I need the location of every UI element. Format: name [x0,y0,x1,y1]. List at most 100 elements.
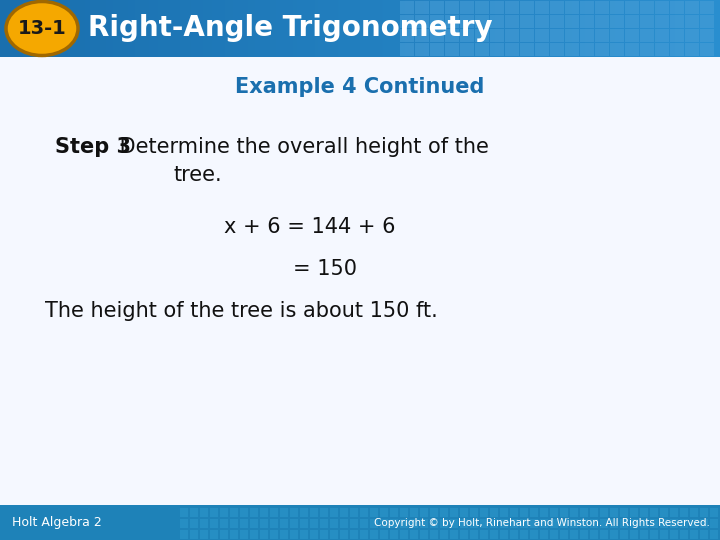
Text: Example 4 Continued: Example 4 Continued [235,77,485,97]
FancyBboxPatch shape [415,1,429,14]
FancyBboxPatch shape [640,530,648,539]
FancyBboxPatch shape [610,519,618,528]
FancyBboxPatch shape [430,15,444,28]
FancyBboxPatch shape [500,530,508,539]
FancyBboxPatch shape [370,530,378,539]
FancyBboxPatch shape [690,530,698,539]
Ellipse shape [6,2,78,56]
FancyBboxPatch shape [595,1,609,14]
FancyBboxPatch shape [200,530,208,539]
FancyBboxPatch shape [655,15,669,28]
FancyBboxPatch shape [520,15,534,28]
FancyBboxPatch shape [430,519,438,528]
FancyBboxPatch shape [415,43,429,56]
FancyBboxPatch shape [340,508,348,517]
FancyBboxPatch shape [390,519,398,528]
FancyBboxPatch shape [380,508,388,517]
FancyBboxPatch shape [650,519,658,528]
FancyBboxPatch shape [200,508,208,517]
FancyBboxPatch shape [430,29,444,42]
FancyBboxPatch shape [700,508,708,517]
FancyBboxPatch shape [510,508,518,517]
FancyBboxPatch shape [350,508,358,517]
FancyBboxPatch shape [370,508,378,517]
FancyBboxPatch shape [475,1,489,14]
FancyBboxPatch shape [475,29,489,42]
FancyBboxPatch shape [530,519,538,528]
FancyBboxPatch shape [480,508,488,517]
FancyBboxPatch shape [460,530,468,539]
FancyBboxPatch shape [685,1,699,14]
FancyBboxPatch shape [480,530,488,539]
FancyBboxPatch shape [380,530,388,539]
FancyBboxPatch shape [270,508,278,517]
FancyBboxPatch shape [520,43,534,56]
FancyBboxPatch shape [260,530,268,539]
FancyBboxPatch shape [670,43,684,56]
FancyBboxPatch shape [520,519,528,528]
FancyBboxPatch shape [380,519,388,528]
FancyBboxPatch shape [400,530,408,539]
FancyBboxPatch shape [550,519,558,528]
FancyBboxPatch shape [510,519,518,528]
FancyBboxPatch shape [550,1,564,14]
FancyBboxPatch shape [490,508,498,517]
FancyBboxPatch shape [210,508,218,517]
FancyBboxPatch shape [500,519,508,528]
FancyBboxPatch shape [490,519,498,528]
FancyBboxPatch shape [390,508,398,517]
FancyBboxPatch shape [440,508,448,517]
FancyBboxPatch shape [310,508,318,517]
FancyBboxPatch shape [180,530,188,539]
FancyBboxPatch shape [650,530,658,539]
FancyBboxPatch shape [280,519,288,528]
FancyBboxPatch shape [445,15,459,28]
FancyBboxPatch shape [630,519,638,528]
Text: x + 6 = 144 + 6: x + 6 = 144 + 6 [224,217,396,237]
FancyBboxPatch shape [550,508,558,517]
FancyBboxPatch shape [470,508,478,517]
FancyBboxPatch shape [590,530,598,539]
FancyBboxPatch shape [240,530,248,539]
FancyBboxPatch shape [550,29,564,42]
FancyBboxPatch shape [340,530,348,539]
FancyBboxPatch shape [220,508,228,517]
FancyBboxPatch shape [490,530,498,539]
FancyBboxPatch shape [220,519,228,528]
FancyBboxPatch shape [490,43,504,56]
FancyBboxPatch shape [240,519,248,528]
FancyBboxPatch shape [320,519,328,528]
FancyBboxPatch shape [580,508,588,517]
FancyBboxPatch shape [490,29,504,42]
FancyBboxPatch shape [600,508,608,517]
FancyBboxPatch shape [520,508,528,517]
FancyBboxPatch shape [280,530,288,539]
FancyBboxPatch shape [640,15,654,28]
FancyBboxPatch shape [625,15,639,28]
FancyBboxPatch shape [580,29,594,42]
FancyBboxPatch shape [580,519,588,528]
FancyBboxPatch shape [230,530,238,539]
FancyBboxPatch shape [360,508,368,517]
FancyBboxPatch shape [550,43,564,56]
FancyBboxPatch shape [180,508,188,517]
FancyBboxPatch shape [580,15,594,28]
FancyBboxPatch shape [490,1,504,14]
FancyBboxPatch shape [230,519,238,528]
Text: = 150: = 150 [293,259,357,279]
FancyBboxPatch shape [610,508,618,517]
FancyBboxPatch shape [690,508,698,517]
FancyBboxPatch shape [460,1,474,14]
FancyBboxPatch shape [710,519,718,528]
FancyBboxPatch shape [640,43,654,56]
FancyBboxPatch shape [640,508,648,517]
FancyBboxPatch shape [415,15,429,28]
FancyBboxPatch shape [610,43,624,56]
FancyBboxPatch shape [410,519,418,528]
Text: The height of the tree is about 150 ft.: The height of the tree is about 150 ft. [45,301,438,321]
FancyBboxPatch shape [180,519,188,528]
FancyBboxPatch shape [230,508,238,517]
FancyBboxPatch shape [685,29,699,42]
FancyBboxPatch shape [445,29,459,42]
FancyBboxPatch shape [670,519,678,528]
